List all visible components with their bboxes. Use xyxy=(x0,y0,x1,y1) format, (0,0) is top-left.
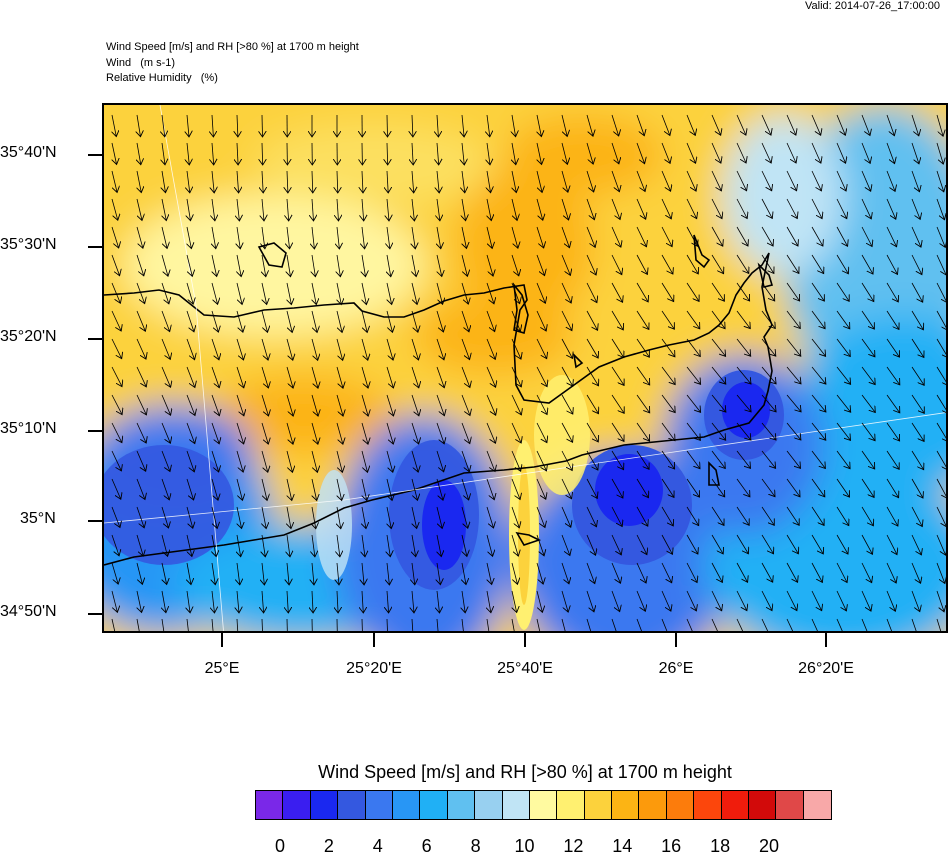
lat-label-35-10: 35°10'N xyxy=(0,420,57,438)
colorbar-swatch xyxy=(448,791,475,819)
lon-label-26-20: 26°20'E xyxy=(798,660,854,678)
colorbar-swatch xyxy=(283,791,310,819)
lon-label-26: 26°E xyxy=(659,660,694,678)
lon-tick xyxy=(373,633,375,647)
lon-tick xyxy=(825,633,827,647)
colorbar-swatch xyxy=(722,791,749,819)
lon-tick xyxy=(675,633,677,647)
colorbar-swatch xyxy=(776,791,803,819)
wind-subtitle: Wind (m s-1) xyxy=(106,57,175,69)
lat-tick xyxy=(88,613,102,615)
wind-arrow xyxy=(387,115,388,137)
lat-tick xyxy=(88,154,102,156)
lat-tick xyxy=(88,520,102,522)
colorbar-swatch xyxy=(338,791,365,819)
colorbar-swatch xyxy=(667,791,694,819)
colorbar-swatch xyxy=(311,791,338,819)
lat-tick xyxy=(88,430,102,432)
lat-label-35: 35°N xyxy=(20,510,56,528)
colorbar-swatch xyxy=(694,791,721,819)
colorbar-swatch xyxy=(804,791,831,819)
lon-tick xyxy=(221,633,223,647)
colorbar-swatch xyxy=(530,791,557,819)
plot-title: Wind Speed [m/s] and RH [>80 %] at 1700 … xyxy=(106,41,359,53)
colorbar-swatch xyxy=(393,791,420,819)
colorbar-swatch xyxy=(503,791,530,819)
lat-label-34-50: 34°50'N xyxy=(0,603,57,621)
lon-label-25: 25°E xyxy=(205,660,240,678)
map-panel xyxy=(102,103,948,633)
colorbar-swatch xyxy=(749,791,776,819)
wind-arrow xyxy=(262,115,263,137)
rh-subtitle: Relative Humidity (%) xyxy=(106,72,218,84)
wind-arrow xyxy=(312,619,313,633)
colorbar-swatch xyxy=(557,791,584,819)
colorbar-swatch xyxy=(366,791,393,819)
colorbar-swatch xyxy=(612,791,639,819)
colorbar-swatch xyxy=(256,791,283,819)
wind-arrow xyxy=(337,619,338,633)
lat-label-35-30: 35°30'N xyxy=(0,236,57,254)
colorbar-swatch xyxy=(420,791,447,819)
colorbar-swatch xyxy=(639,791,666,819)
colorbar-title: Wind Speed [m/s] and RH [>80 %] at 1700 … xyxy=(0,762,948,783)
lon-tick xyxy=(524,633,526,647)
valid-time: Valid: 2014-07-26_17:00:00 xyxy=(805,0,940,12)
colorbar-swatch xyxy=(475,791,502,819)
colorbar-swatch xyxy=(585,791,612,819)
wind-map xyxy=(104,105,948,633)
lon-label-25-40: 25°40'E xyxy=(497,660,553,678)
lat-tick xyxy=(88,246,102,248)
colorbar xyxy=(255,790,832,820)
lon-label-25-20: 25°20'E xyxy=(346,660,402,678)
lat-tick xyxy=(88,338,102,340)
lat-label-35-20: 35°20'N xyxy=(0,328,57,346)
lat-label-35-40: 35°40'N xyxy=(0,144,57,162)
